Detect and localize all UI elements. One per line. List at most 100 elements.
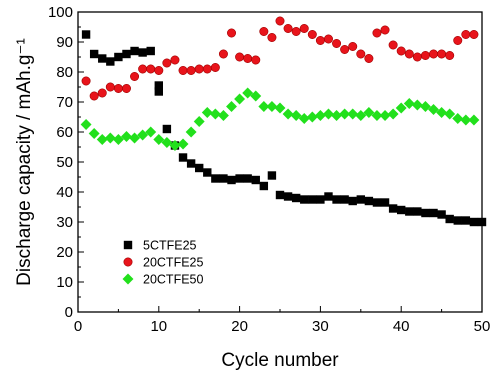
- data-point: [98, 54, 107, 63]
- legend: 5CTFE25 20CTFE25 20CTFE50: [122, 239, 203, 287]
- x-tick-label: 20: [231, 318, 248, 335]
- data-point: [218, 49, 228, 59]
- data-point: [89, 91, 99, 101]
- y-tick-label: 40: [56, 184, 73, 201]
- data-point: [121, 131, 132, 142]
- data-point: [421, 208, 430, 218]
- data-point: [411, 99, 423, 111]
- data-point: [404, 49, 414, 59]
- data-point: [146, 64, 156, 74]
- data-point: [340, 195, 349, 204]
- data-point: [460, 114, 472, 126]
- data-point: [283, 192, 293, 201]
- data-point: [380, 25, 390, 35]
- data-point: [130, 46, 139, 56]
- x-tick-label: 10: [150, 318, 167, 335]
- data-point: [372, 198, 382, 207]
- data-point: [129, 132, 141, 144]
- series-20ctfe25: [81, 16, 479, 101]
- data-point: [114, 52, 123, 62]
- data-point: [332, 38, 342, 48]
- data-point: [387, 108, 399, 120]
- y-tick-label: 30: [56, 214, 73, 231]
- y-axis: 0 10 20 30 40 50 60 70 80 90 100: [48, 4, 84, 321]
- data-point: [306, 111, 318, 123]
- data-point: [372, 28, 382, 38]
- data-point: [429, 208, 438, 218]
- data-point: [259, 26, 269, 36]
- data-point: [291, 26, 301, 36]
- data-point: [202, 64, 212, 74]
- data-point: [154, 87, 163, 96]
- x-tick-label: 50: [474, 318, 490, 335]
- data-point: [275, 190, 285, 200]
- data-point: [453, 216, 462, 225]
- data-point: [405, 207, 414, 216]
- data-point: [469, 217, 479, 227]
- data-point: [96, 134, 108, 145]
- data-point: [227, 175, 236, 185]
- data-point: [267, 32, 277, 42]
- data-point: [348, 196, 357, 206]
- data-point: [154, 81, 163, 90]
- data-point: [266, 101, 278, 112]
- data-point: [355, 110, 367, 121]
- data-point: [412, 52, 422, 62]
- legend-marker: [123, 257, 133, 267]
- data-point: [290, 110, 302, 121]
- data-point: [299, 23, 309, 33]
- legend-marker: [122, 273, 134, 285]
- data-point: [291, 193, 301, 203]
- data-point: [300, 195, 309, 204]
- data-point: [137, 129, 149, 141]
- data-point: [324, 192, 333, 201]
- data-point: [146, 46, 155, 56]
- data-point: [452, 113, 464, 124]
- x-axis: 0 10 20 30 40 50: [74, 306, 490, 335]
- data-point: [445, 50, 455, 60]
- data-point: [243, 174, 252, 183]
- data-point: [186, 66, 196, 76]
- data-point: [437, 210, 446, 219]
- data-point: [267, 171, 277, 180]
- data-point: [436, 107, 448, 118]
- data-point: [201, 107, 213, 118]
- data-point: [364, 53, 374, 63]
- data-point: [209, 108, 221, 120]
- data-point: [243, 53, 253, 63]
- y-tick-label: 10: [56, 274, 73, 291]
- data-point: [162, 58, 172, 68]
- data-point: [403, 98, 415, 109]
- legend-label: 5CTFE25: [143, 239, 197, 253]
- x-axis-label: Cycle number: [221, 350, 339, 371]
- data-point: [251, 175, 260, 185]
- data-point: [130, 72, 140, 82]
- y-tick-label: 60: [56, 124, 73, 141]
- data-point: [356, 49, 366, 59]
- data-point: [251, 55, 261, 65]
- data-point: [283, 23, 293, 33]
- legend-label: 20CTFE25: [143, 256, 203, 270]
- series-5ctfe25: [81, 30, 487, 227]
- data-point: [379, 110, 391, 121]
- data-point: [468, 114, 480, 126]
- x-tick-label: 40: [393, 318, 410, 335]
- data-point: [348, 41, 358, 51]
- data-point: [314, 110, 326, 121]
- data-point: [169, 140, 181, 151]
- data-point: [112, 134, 124, 145]
- data-point: [81, 30, 91, 39]
- data-point: [235, 52, 245, 62]
- data-point: [194, 64, 204, 74]
- plot-content: [80, 16, 487, 227]
- data-point: [153, 134, 165, 145]
- data-point: [347, 108, 359, 120]
- data-point: [259, 181, 269, 191]
- data-point: [106, 57, 115, 66]
- data-point: [444, 108, 456, 120]
- data-point: [154, 66, 164, 76]
- data-point: [162, 124, 172, 134]
- data-point: [413, 207, 422, 216]
- data-point: [419, 101, 431, 112]
